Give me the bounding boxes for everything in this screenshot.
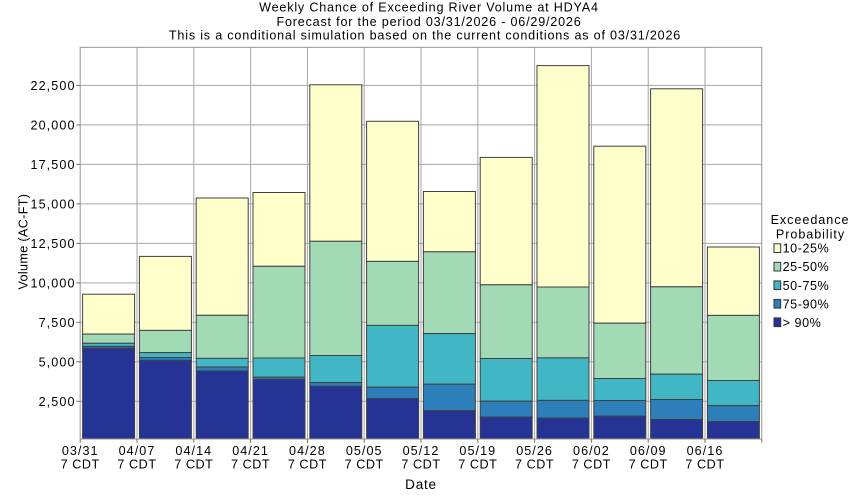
svg-text:7 CDT: 7 CDT [515, 457, 554, 471]
svg-text:> 90%: > 90% [783, 316, 822, 330]
svg-text:Exceedance: Exceedance [771, 213, 850, 227]
svg-text:10,000: 10,000 [30, 277, 75, 291]
svg-text:Date: Date [405, 477, 437, 492]
svg-text:17,500: 17,500 [30, 158, 75, 172]
svg-text:22,500: 22,500 [30, 79, 75, 93]
svg-text:7 CDT: 7 CDT [458, 457, 497, 471]
svg-text:Probability: Probability [776, 227, 845, 241]
svg-text:Volume (AC-FT): Volume (AC-FT) [17, 194, 31, 290]
svg-text:04/07: 04/07 [119, 444, 156, 458]
svg-text:25-50%: 25-50% [783, 260, 830, 274]
svg-text:15,000: 15,000 [30, 198, 75, 212]
svg-text:03/31: 03/31 [62, 444, 99, 458]
svg-text:75-90%: 75-90% [783, 297, 830, 311]
svg-text:06/09: 06/09 [630, 444, 667, 458]
svg-text:7 CDT: 7 CDT [685, 457, 724, 471]
svg-text:7 CDT: 7 CDT [174, 457, 213, 471]
svg-text:12,500: 12,500 [30, 237, 75, 251]
svg-text:50-75%: 50-75% [783, 279, 830, 293]
svg-text:7 CDT: 7 CDT [572, 457, 611, 471]
svg-text:7 CDT: 7 CDT [231, 457, 270, 471]
svg-text:04/28: 04/28 [289, 444, 326, 458]
svg-text:7 CDT: 7 CDT [288, 457, 327, 471]
svg-text:05/12: 05/12 [403, 444, 440, 458]
svg-text:7 CDT: 7 CDT [629, 457, 668, 471]
svg-text:This is a conditional simulati: This is a conditional simulation based o… [169, 28, 681, 42]
svg-text:05/05: 05/05 [346, 444, 383, 458]
svg-text:7 CDT: 7 CDT [61, 457, 100, 471]
svg-text:7 CDT: 7 CDT [345, 457, 384, 471]
svg-text:05/26: 05/26 [516, 444, 553, 458]
svg-text:Forecast for the period 03/31/: Forecast for the period 03/31/2026 - 06/… [276, 15, 581, 29]
svg-text:04/21: 04/21 [232, 444, 269, 458]
svg-text:06/02: 06/02 [573, 444, 610, 458]
svg-text:06/16: 06/16 [687, 444, 724, 458]
svg-text:7 CDT: 7 CDT [401, 457, 440, 471]
svg-text:04/14: 04/14 [175, 444, 212, 458]
svg-text:05/19: 05/19 [459, 444, 496, 458]
svg-text:2,500: 2,500 [39, 395, 76, 409]
svg-text:5,000: 5,000 [39, 355, 76, 369]
svg-text:7 CDT: 7 CDT [117, 457, 156, 471]
svg-text:7,500: 7,500 [39, 316, 76, 330]
svg-text:Weekly Chance of Exceeding Riv: Weekly Chance of Exceeding River Volume … [259, 1, 599, 15]
svg-text:10-25%: 10-25% [783, 242, 830, 256]
svg-text:20,000: 20,000 [30, 119, 75, 133]
